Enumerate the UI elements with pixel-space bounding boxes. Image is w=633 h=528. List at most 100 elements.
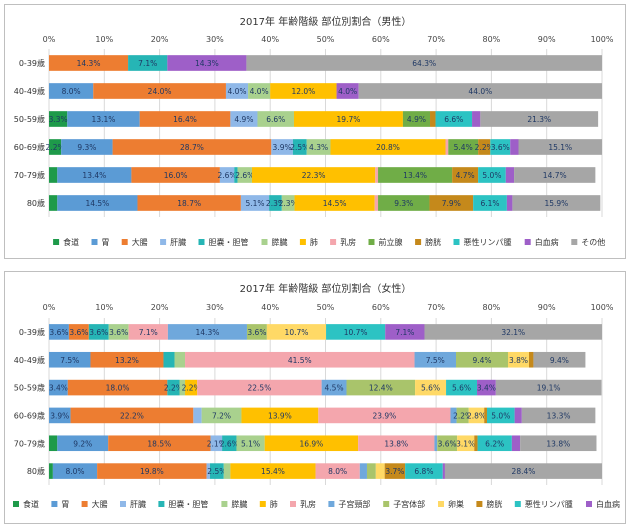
legend-label: その他 [581, 237, 605, 247]
bar-segment [248, 83, 271, 99]
bar-segment [52, 463, 98, 479]
data-label: 16.9% [299, 439, 323, 448]
bar-segment [405, 463, 443, 479]
x-tick-label: 0% [43, 35, 56, 44]
bar-segment [49, 83, 94, 99]
legend-label: 肺 [310, 238, 318, 247]
data-label: 5.6% [421, 384, 440, 393]
bar-segment [246, 324, 267, 340]
bar-segment [457, 435, 475, 452]
bar-segment [446, 379, 478, 396]
data-label: 6.6% [266, 115, 285, 124]
bar-segment [477, 435, 512, 452]
bar-segment [507, 351, 530, 368]
bar-segment [236, 435, 265, 452]
bar-segment [450, 407, 457, 424]
bar-segment [128, 324, 168, 340]
bar-segment [478, 167, 506, 183]
data-label: 9.4% [550, 356, 569, 365]
bar-segment [514, 167, 596, 183]
legend-label: 子宮頸部 [338, 499, 370, 509]
x-tick-label: 20% [151, 303, 169, 312]
bar-segment [442, 463, 445, 479]
data-label: 7.1% [138, 59, 157, 68]
data-label: 9.3% [77, 143, 96, 152]
bar-segment [375, 463, 385, 479]
data-label: 2.6% [220, 439, 239, 448]
bar-segment [219, 167, 235, 183]
category-label: 50-59歳 [14, 383, 45, 393]
x-tick-label: 60% [372, 35, 390, 44]
x-tick-label: 60% [372, 303, 390, 312]
legend-swatch [586, 501, 592, 507]
x-tick-label: 80% [483, 303, 501, 312]
data-label: 8.0% [62, 87, 81, 96]
data-label: 14.7% [543, 171, 567, 180]
bar-segment [209, 463, 224, 479]
data-label: 5.6% [452, 384, 471, 393]
bar-segment [49, 55, 129, 71]
bar-segment [97, 463, 207, 479]
bar-segment [241, 407, 319, 424]
data-label: 2.6% [218, 171, 237, 180]
data-label: 14.3% [196, 328, 220, 337]
data-label: 7.5% [60, 356, 79, 365]
x-tick-label: 20% [151, 35, 169, 44]
bar-segment [68, 324, 89, 340]
data-label: 3.7% [385, 467, 404, 476]
data-label: 4.0% [227, 87, 246, 96]
legend-swatch [160, 239, 167, 245]
legend-swatch [81, 501, 88, 507]
bar-segment [185, 379, 198, 396]
x-tick-label: 0% [43, 303, 56, 312]
bar-segment [57, 435, 109, 452]
legend-label: 食道 [63, 237, 79, 247]
bar-segment [294, 195, 375, 211]
x-tick-label: 30% [206, 35, 224, 44]
bar-segment [49, 139, 62, 155]
x-tick-label: 40% [261, 303, 279, 312]
legend-swatch [221, 501, 228, 507]
legend-swatch [383, 501, 390, 507]
bar-segment [163, 351, 175, 368]
data-label: 15.4% [261, 467, 285, 476]
bar-segment [518, 139, 602, 155]
data-label: 2.2% [46, 143, 65, 152]
female-chart-panel: 2017年 年齢階級 部位別割合（女性） 0% 10% 20% 30% 40% 50% 60%… [4, 271, 633, 524]
data-label: 28.7% [180, 143, 204, 152]
bar-segment [49, 324, 69, 340]
data-label: 24.0% [148, 87, 172, 96]
legend-label: 膀胱 [425, 237, 441, 247]
bar-segment [131, 167, 220, 183]
bar-segment [456, 407, 469, 424]
legend-swatch [299, 239, 306, 245]
bar-segment [271, 139, 293, 155]
data-label: 3.4% [477, 384, 496, 393]
data-label: 22.3% [302, 171, 326, 180]
bar-segment [49, 167, 58, 183]
bar-segment [49, 351, 91, 368]
x-tick-label: 100% [591, 303, 614, 312]
bar-segment [185, 351, 415, 368]
category-label: 0-39歳 [19, 58, 45, 68]
data-label: 6.1% [480, 199, 499, 208]
data-label: 14.5% [85, 199, 109, 208]
legend-swatch [259, 501, 266, 507]
x-tick-label: 30% [206, 303, 224, 312]
legend-swatch [438, 501, 444, 507]
bar-segment [374, 195, 379, 211]
data-label: 16.4% [173, 115, 197, 124]
bar-segment [321, 379, 347, 396]
data-label: 18.5% [147, 439, 171, 448]
bar-segment [49, 435, 58, 452]
legend-swatch [476, 501, 483, 507]
bar-segment [512, 195, 601, 211]
bar-segment [486, 407, 515, 424]
data-label: 7.1% [395, 328, 414, 337]
bar-segment [402, 111, 431, 127]
legend-label: 胃 [61, 500, 69, 509]
bar-segment [57, 167, 132, 183]
bar-segment [480, 111, 599, 127]
data-label: 5.1% [245, 199, 264, 208]
legend-swatch [524, 239, 531, 245]
